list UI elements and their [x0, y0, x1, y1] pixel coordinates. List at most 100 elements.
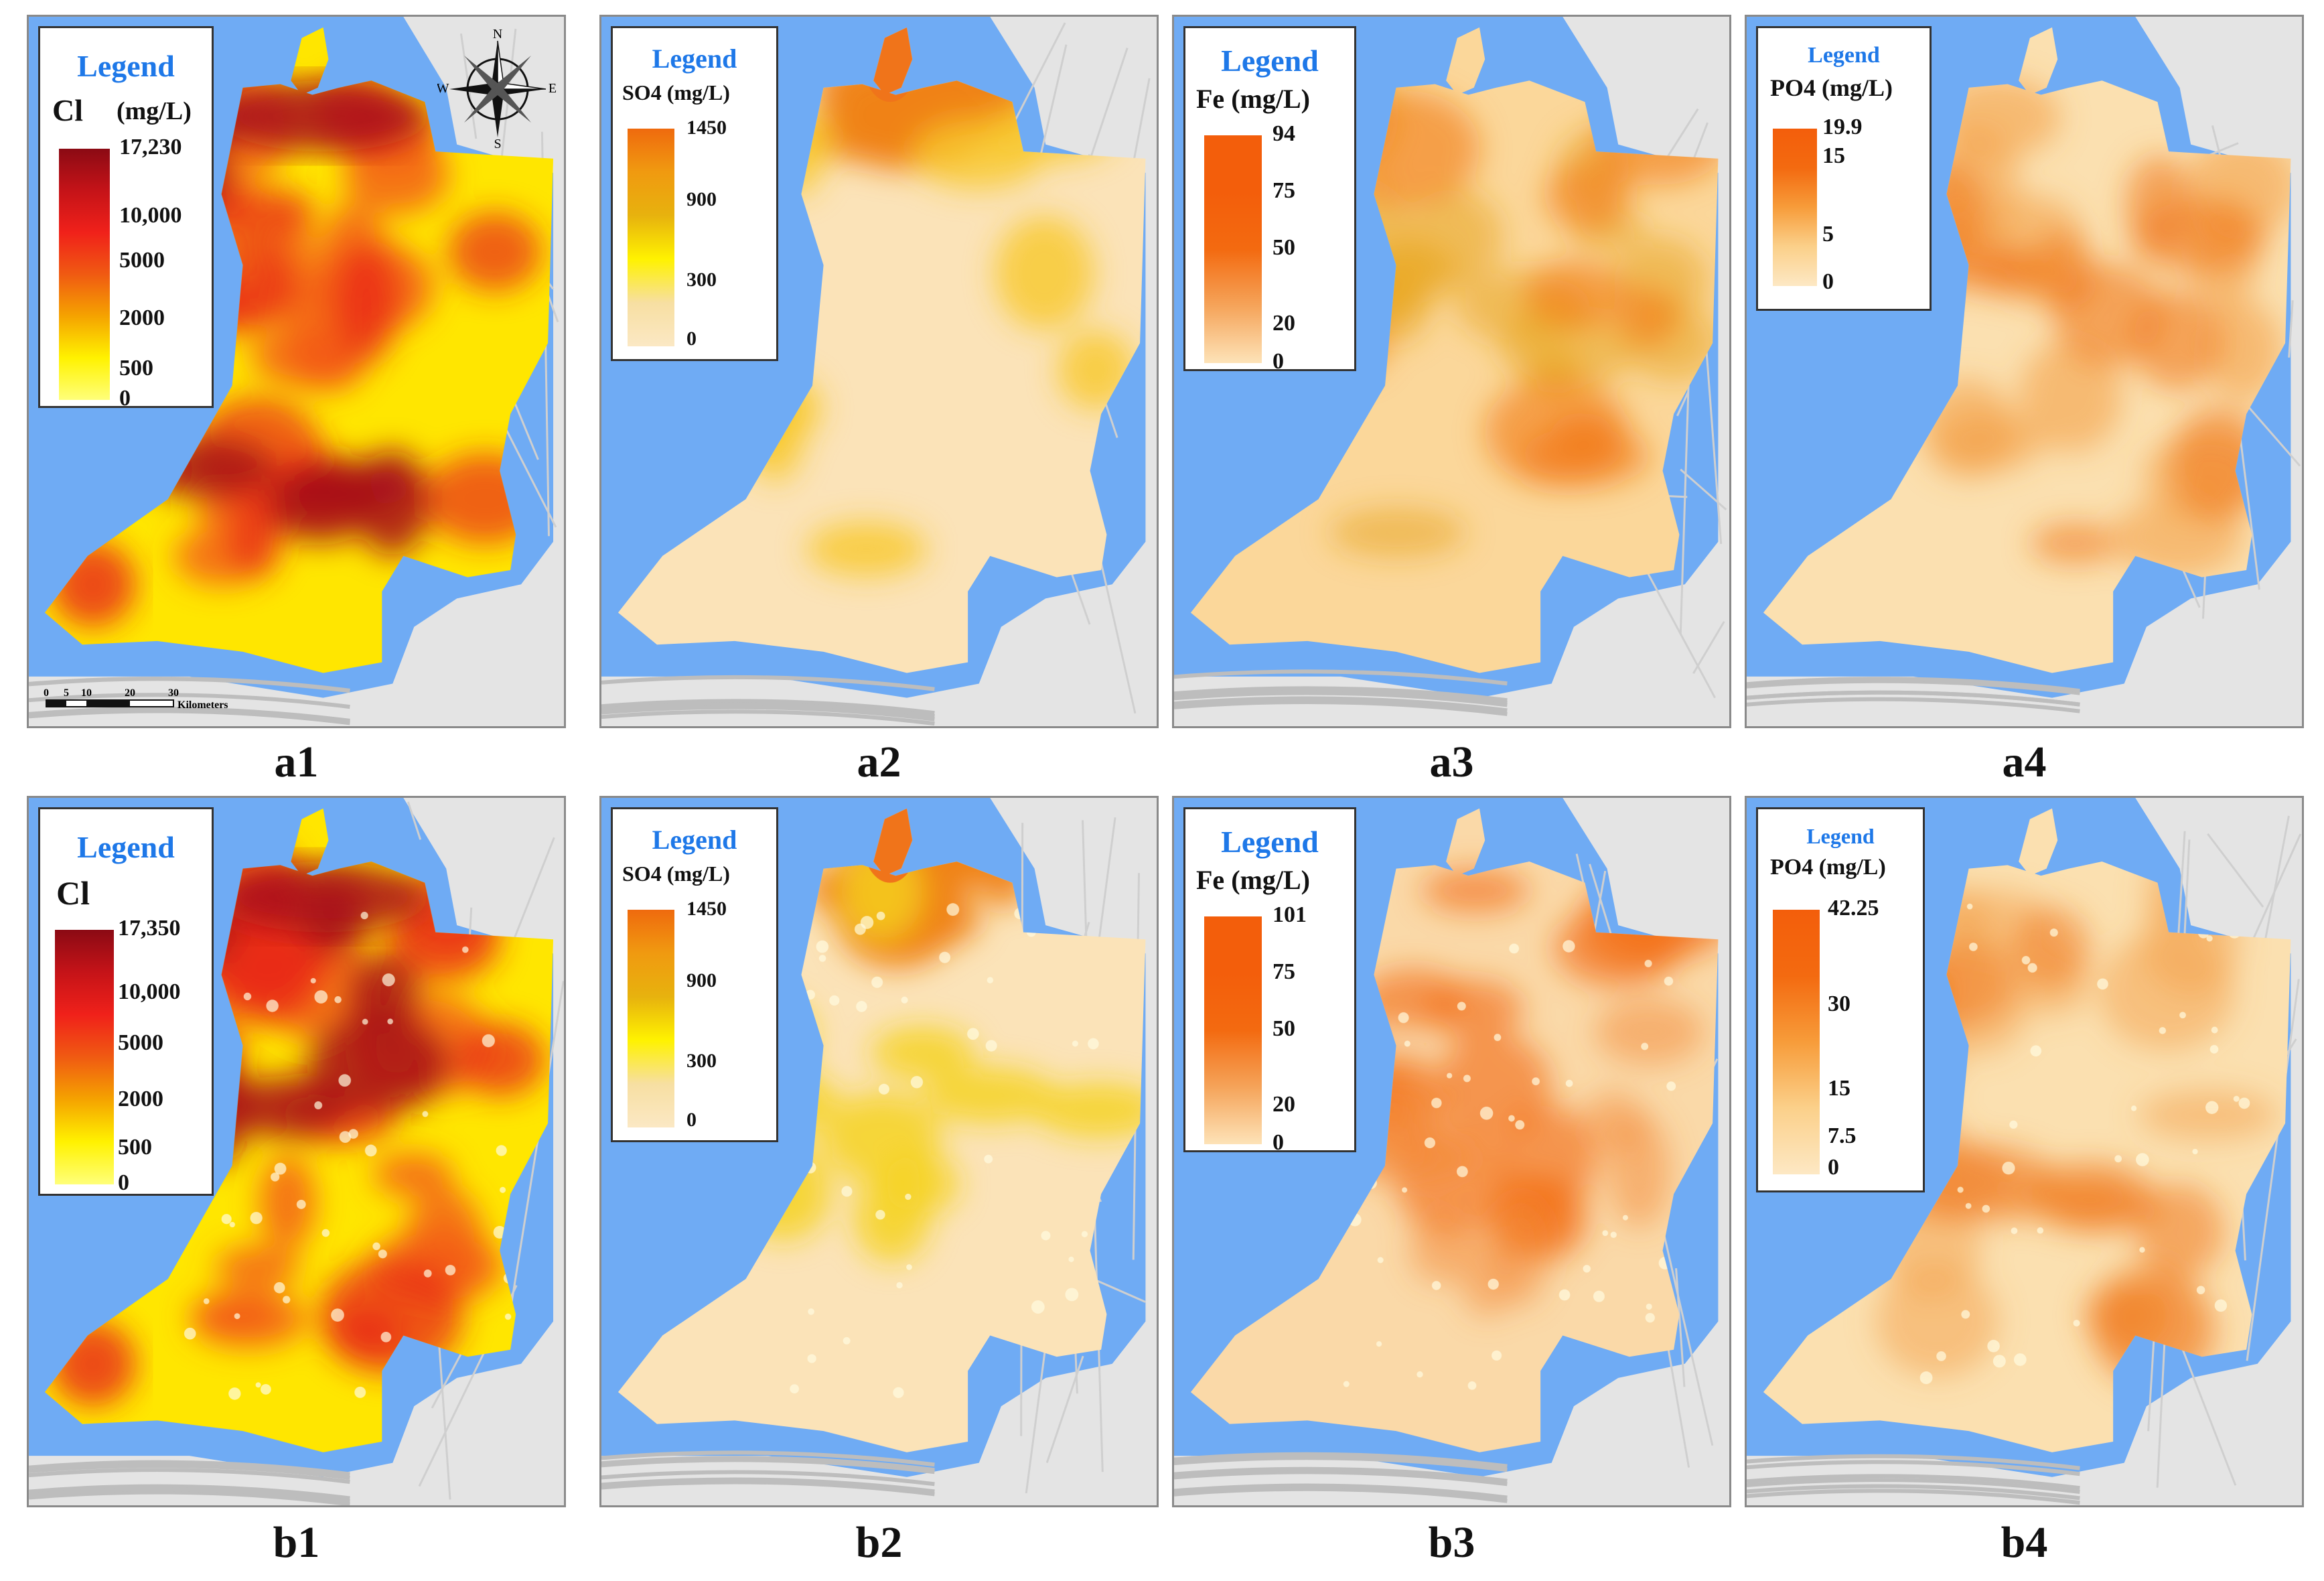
panel-caption: b4 [2001, 1518, 2048, 1567]
legend-tick-label: 0 [1273, 349, 1284, 374]
legend-title: Legend [1221, 825, 1319, 859]
legend-color-ramp [628, 129, 674, 346]
legend-tick-label: 500 [119, 356, 153, 381]
panel-caption: b2 [855, 1518, 903, 1567]
north-arrow-icon: N S E W [437, 29, 558, 149]
legend-title: Legend [652, 44, 737, 74]
scale-unit-label: Kilometers [177, 699, 228, 711]
panel-caption: b1 [273, 1518, 320, 1567]
map-panel-a4: Legend PO4 (mg/L) 19.9 15 5 0 [1745, 15, 2304, 728]
compass-w-label: W [437, 81, 449, 96]
legend-tick-label: 20 [1273, 310, 1295, 336]
legend-tick-label: 20 [1273, 1091, 1295, 1117]
legend-box: Legend SO4 (mg/L) 1450 900 300 0 [611, 26, 778, 361]
legend-tick-label: 0 [686, 327, 697, 350]
legend-tick-label: 5 [1822, 222, 1834, 247]
surrounding-land [1174, 798, 1729, 1505]
legend-box: Legend SO4 (mg/L) 1450 900 300 0 [611, 807, 778, 1142]
surrounding-land [1174, 17, 1729, 726]
legend-box: Legend Cl 17,350 10,000 5000 2000 500 0 [38, 807, 214, 1196]
legend-title: Legend [1808, 43, 1880, 68]
legend-unit: (mg/L) [117, 97, 192, 125]
legend-tick-label: 75 [1273, 959, 1295, 985]
map-panel-b2: Legend SO4 (mg/L) 1450 900 300 0 [599, 796, 1159, 1507]
surrounding-land [29, 798, 564, 1505]
legend-color-ramp [1773, 129, 1817, 286]
panel-caption: b3 [1428, 1518, 1475, 1567]
legend-color-ramp [55, 930, 114, 1184]
legend-title: Legend [1221, 44, 1319, 78]
legend-tick-label: 7.5 [1828, 1123, 1857, 1148]
scale-tick-label: 0 [44, 687, 49, 699]
legend-tick-label: 1450 [686, 116, 727, 139]
legend-tick-label: 0 [118, 1170, 129, 1196]
legend-tick-label: 50 [1273, 1016, 1295, 1042]
compass-e-label: E [549, 81, 557, 96]
legend-color-ramp [628, 910, 674, 1127]
legend-tick-label: 30 [1828, 991, 1850, 1016]
panel-caption: a3 [1429, 738, 1474, 786]
scale-tick-label: 10 [81, 687, 92, 699]
legend-box: Legend Fe (mg/L) 101 75 50 20 0 [1183, 807, 1356, 1154]
map-panel-b3: Legend Fe (mg/L) 101 75 50 20 0 [1172, 796, 1731, 1507]
legend-title: Legend [652, 825, 737, 855]
legend-tick-label: 2000 [119, 305, 165, 331]
map-panel-a1: Legend Cl (mg/L) 17,230 10,000 5000 2000 500 0 N S… [27, 15, 566, 728]
legend-tick-label: 0 [1822, 269, 1834, 294]
legend-tick-label: 5000 [118, 1030, 163, 1056]
legend-variable: Fe (mg/L) [1196, 84, 1310, 114]
scale-tick-label: 20 [125, 687, 135, 699]
legend-variable: PO4 (mg/L) [1770, 855, 1886, 880]
map-panel-b4: Legend PO4 (mg/L) 42.25 30 15 7.5 0 [1745, 796, 2304, 1507]
legend-box: Legend PO4 (mg/L) 42.25 30 15 7.5 0 [1756, 807, 1925, 1192]
legend-tick-label: 500 [118, 1135, 152, 1160]
panel-caption: a4 [2002, 738, 2047, 786]
legend-tick-label: 0 [119, 386, 131, 411]
legend-tick-label: 900 [686, 969, 717, 991]
legend-color-ramp [1204, 916, 1262, 1144]
legend-tick-label: 900 [686, 188, 717, 210]
legend-variable: SO4 (mg/L) [622, 80, 730, 105]
map-panel-a2: Legend SO4 (mg/L) 1450 900 300 0 [599, 15, 1159, 728]
legend-tick-label: 19.9 [1822, 115, 1863, 140]
legend-tick-label: 300 [686, 269, 717, 291]
map-panel-a3: Legend Fe (mg/L) 94 75 50 20 0 [1172, 15, 1731, 728]
legend-box: Legend PO4 (mg/L) 19.9 15 5 0 [1756, 26, 1932, 311]
map-canvas [1747, 17, 2302, 726]
legend-tick-label: 15 [1822, 143, 1845, 168]
legend-box: Legend Fe (mg/L) 94 75 50 20 0 [1183, 26, 1356, 374]
legend-tick-label: 300 [686, 1050, 717, 1072]
legend-title: Legend [77, 49, 175, 83]
legend-tick-label: 0 [686, 1108, 697, 1131]
legend-tick-label: 0 [1828, 1155, 1839, 1180]
surrounding-land [601, 17, 1157, 726]
scale-bar: 0 5 10 20 30 Kilometers [40, 680, 281, 720]
compass-s-label: S [494, 137, 501, 149]
legend-tick-label: 50 [1273, 235, 1295, 261]
legend-color-ramp [1773, 910, 1820, 1174]
scale-tick-label: 5 [64, 687, 69, 699]
legend-tick-label: 15 [1828, 1075, 1850, 1101]
legend-tick-label: 10,000 [119, 202, 182, 228]
legend-tick-label: 5000 [119, 248, 165, 273]
legend-variable: SO4 (mg/L) [622, 862, 730, 886]
legend-tick-label: 2000 [118, 1086, 163, 1111]
compass-n-label: N [493, 29, 502, 42]
legend-box: Legend Cl (mg/L) 17,230 10,000 5000 2000 500 0 [38, 26, 214, 411]
legend-title: Legend [77, 830, 175, 864]
legend-tick-label: 94 [1273, 121, 1295, 147]
legend-tick-label: 42.25 [1828, 896, 1879, 921]
legend-color-ramp [1204, 135, 1262, 363]
legend-variable: Cl [56, 874, 90, 912]
panel-caption: a2 [857, 738, 901, 786]
legend-tick-label: 17,230 [119, 135, 182, 160]
legend-tick-label: 1450 [686, 897, 727, 920]
panel-caption: a1 [274, 738, 319, 786]
legend-variable: PO4 (mg/L) [1770, 74, 1893, 101]
legend-title: Legend [1806, 824, 1875, 848]
legend-tick-label: 10,000 [118, 979, 181, 1005]
legend-variable: Cl [52, 93, 83, 127]
scale-tick-label: 30 [168, 687, 179, 699]
legend-tick-label: 75 [1273, 178, 1295, 204]
legend-variable: Fe (mg/L) [1196, 865, 1310, 895]
